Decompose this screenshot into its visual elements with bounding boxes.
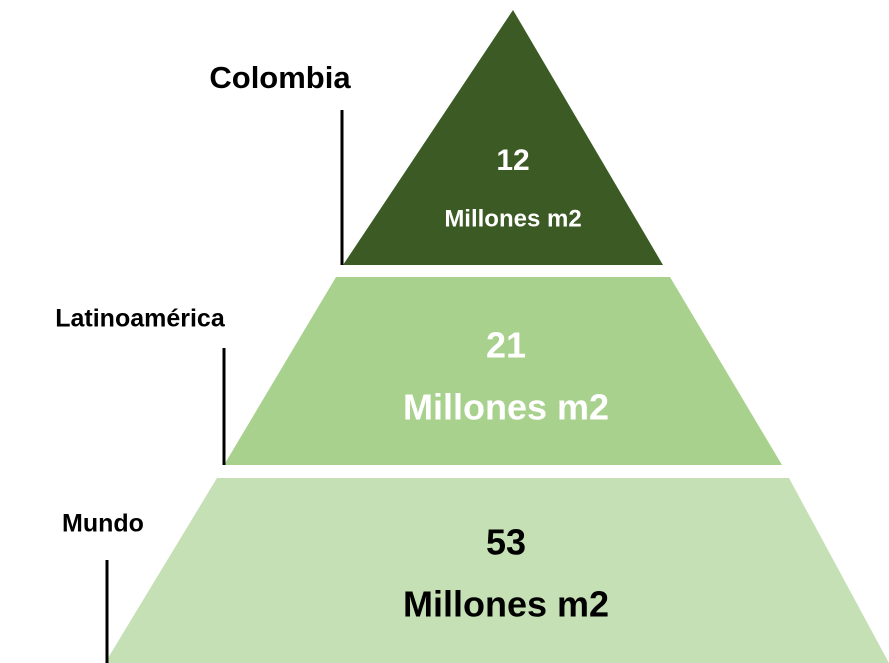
level-value: 12 — [496, 144, 529, 177]
level-unit: Millones m2 — [403, 387, 609, 428]
pyramid-top — [343, 10, 663, 265]
level-value: 53 — [486, 522, 526, 563]
level-label: Latinoamérica — [55, 305, 226, 333]
level-unit: Millones m2 — [444, 205, 581, 232]
level-label: Colombia — [209, 60, 351, 95]
level-unit: Millones m2 — [403, 584, 609, 625]
level-value: 21 — [486, 325, 526, 366]
pyramid-middle — [224, 277, 782, 465]
level-label: Mundo — [62, 510, 144, 538]
pyramid-bottom — [105, 478, 889, 663]
